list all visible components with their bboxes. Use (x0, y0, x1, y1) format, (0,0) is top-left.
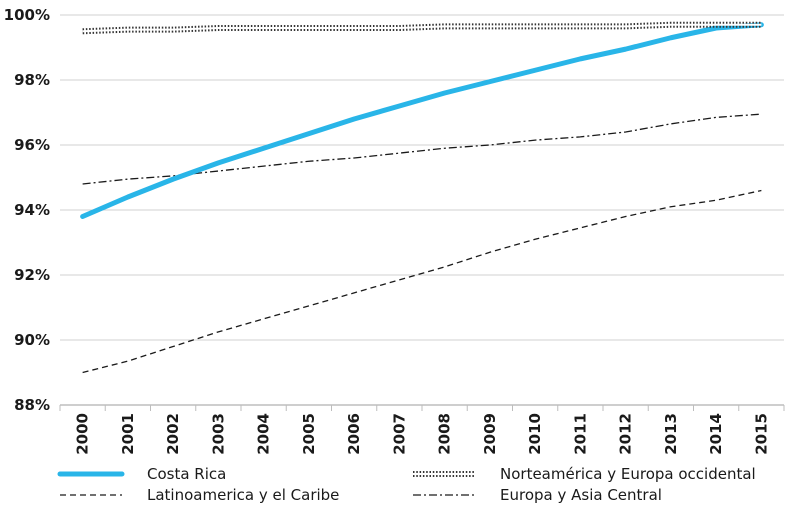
gridlines (60, 14, 784, 341)
y-tick-label: 96% (14, 136, 50, 154)
y-tick-label: 98% (14, 71, 50, 89)
x-tick-label: 2011 (571, 413, 589, 455)
legend-label: Costa Rica (147, 465, 226, 483)
x-tick-label: 2010 (526, 413, 544, 455)
x-tick-label: 2004 (255, 413, 273, 455)
x-tick-label: 2007 (390, 413, 408, 455)
x-tick-label: 2008 (436, 413, 454, 455)
legend-item-europa-asia: Europa y Asia Central (413, 486, 662, 504)
series-lines (80, 21, 764, 374)
x-tick-label: 2006 (345, 413, 363, 455)
legend-label: Latinoamerica y el Caribe (147, 486, 339, 504)
x-tick-label: 2005 (300, 413, 318, 455)
x-tick-label: 2012 (617, 413, 635, 455)
x-tick-label: 2002 (164, 413, 182, 455)
y-tick-label: 94% (14, 201, 50, 219)
legend-label: Norteamérica y Europa occidental (500, 465, 756, 483)
x-tick-label: 2003 (209, 413, 227, 455)
legend-item-costa-rica: Costa Rica (57, 465, 226, 483)
series-costa-rica (80, 22, 764, 219)
series-norteamerica-inner (82, 23, 762, 33)
legend-item-norteamerica: Norteamérica y Europa occidental (413, 465, 756, 483)
series-norteamerica (82, 21, 762, 35)
x-tick-label: 2013 (662, 413, 680, 455)
x-tick-label: 2015 (752, 413, 770, 455)
legend-item-latinoamerica: Latinoamerica y el Caribe (60, 486, 339, 504)
x-tick-labels: 2000 2001 2002 2003 2004 2005 2006 2007 2008 2009… (74, 413, 771, 455)
x-tick-label: 2009 (481, 413, 499, 455)
series-latinoamerica (82, 189, 762, 374)
y-tick-labels: 88% 90% 92% 94% 96% 98% 100% (4, 6, 50, 414)
x-tick-label: 2014 (707, 413, 725, 455)
y-tick-label: 88% (14, 396, 50, 414)
axes (59, 404, 785, 411)
x-tick-label: 2000 (74, 413, 92, 455)
series-latinoamerica-line (82, 189, 762, 374)
y-tick-label: 90% (14, 331, 50, 349)
legend-label: Europa y Asia Central (500, 486, 662, 504)
x-tick-label: 2001 (119, 413, 137, 455)
y-tick-label: 100% (4, 6, 50, 24)
legend: Costa Rica Norteamérica y Europa occident… (57, 465, 756, 504)
series-costa-rica-line (80, 22, 764, 219)
y-tick-label: 92% (14, 266, 50, 284)
